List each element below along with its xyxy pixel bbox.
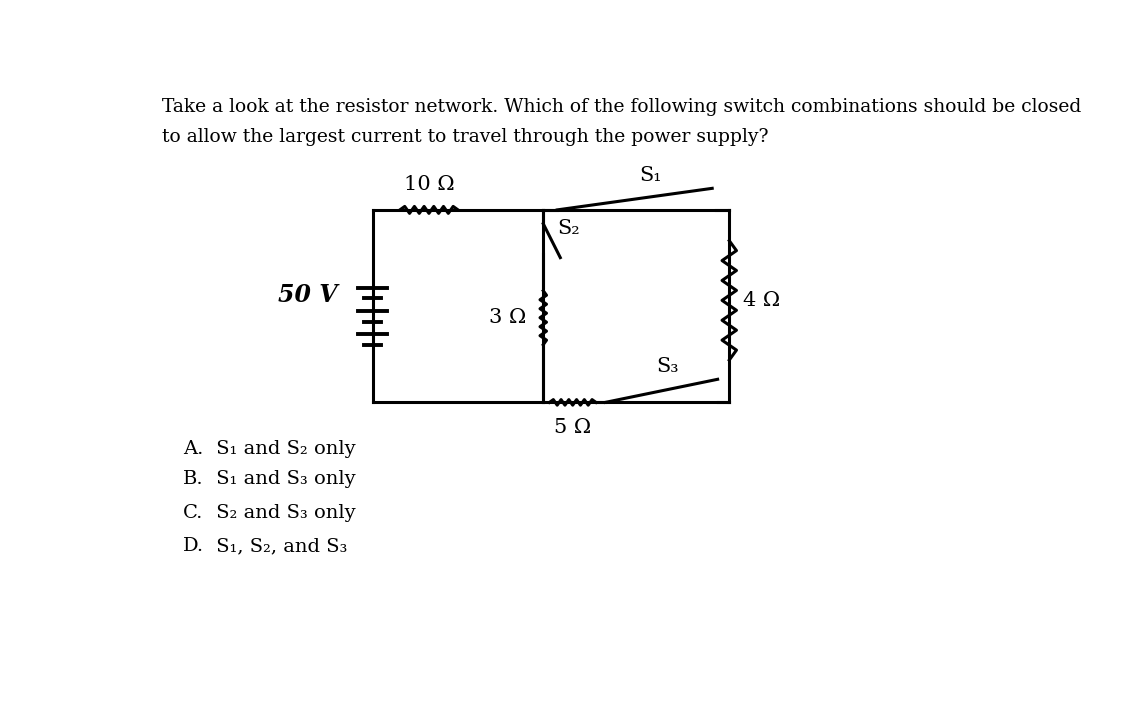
Text: D.: D. <box>183 538 204 556</box>
Text: 4 Ω: 4 Ω <box>743 291 780 310</box>
Text: S₂: S₂ <box>558 219 580 238</box>
Text: Take a look at the resistor network. Which of the following switch combinations : Take a look at the resistor network. Whi… <box>162 98 1082 116</box>
Text: 3 Ω: 3 Ω <box>489 308 526 327</box>
Text: S₁: S₁ <box>640 166 662 185</box>
Text: S₃: S₃ <box>656 357 679 376</box>
Text: S₂ and S₃ only: S₂ and S₃ only <box>210 503 356 521</box>
Text: A.: A. <box>183 440 203 458</box>
Text: B.: B. <box>183 470 203 488</box>
Text: to allow the largest current to travel through the power supply?: to allow the largest current to travel t… <box>162 127 769 145</box>
Text: C.: C. <box>183 503 203 521</box>
Text: 10 Ω: 10 Ω <box>404 175 454 195</box>
Text: S₁ and S₃ only: S₁ and S₃ only <box>210 470 356 488</box>
Text: 5 Ω: 5 Ω <box>554 418 591 437</box>
Text: S₁ and S₂ only: S₁ and S₂ only <box>210 440 356 458</box>
Text: 50 V: 50 V <box>278 283 338 306</box>
Text: S₁, S₂, and S₃: S₁, S₂, and S₃ <box>210 538 348 556</box>
